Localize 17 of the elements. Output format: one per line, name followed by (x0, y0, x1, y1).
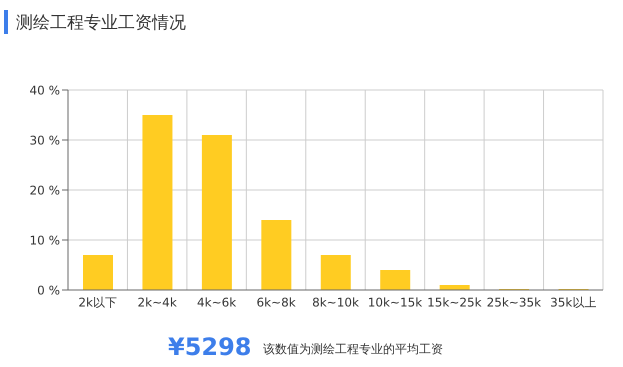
x-tick-label: 2k以下 (78, 296, 118, 310)
text: 该数值为测绘工程专业的平均工资 (263, 341, 443, 358)
y-tick-label: 40 % (30, 83, 60, 98)
x-tick-label: 35k以上 (550, 296, 596, 310)
x-tick-label: 6k~8k (256, 296, 296, 310)
x-tick-label: 4k~6k (196, 296, 236, 310)
y-tick-label: 30 % (30, 133, 60, 148)
y-tick-label: 0 % (37, 283, 60, 298)
y-tick-label: 10 % (30, 233, 60, 248)
y-tick-label: 20 % (30, 183, 60, 198)
x-tick-label: 25k~35k (486, 296, 542, 310)
chart-title: 测绘工程专业工资情况 (16, 12, 186, 34)
x-tick-label: 10k~15k (368, 296, 422, 310)
x-tick-label: 15k~25k (427, 296, 482, 310)
x-tick-label: 8k~10k (312, 296, 359, 310)
x-tick-label: 2k~4k (138, 296, 177, 310)
text: ¥5298 (168, 333, 252, 361)
